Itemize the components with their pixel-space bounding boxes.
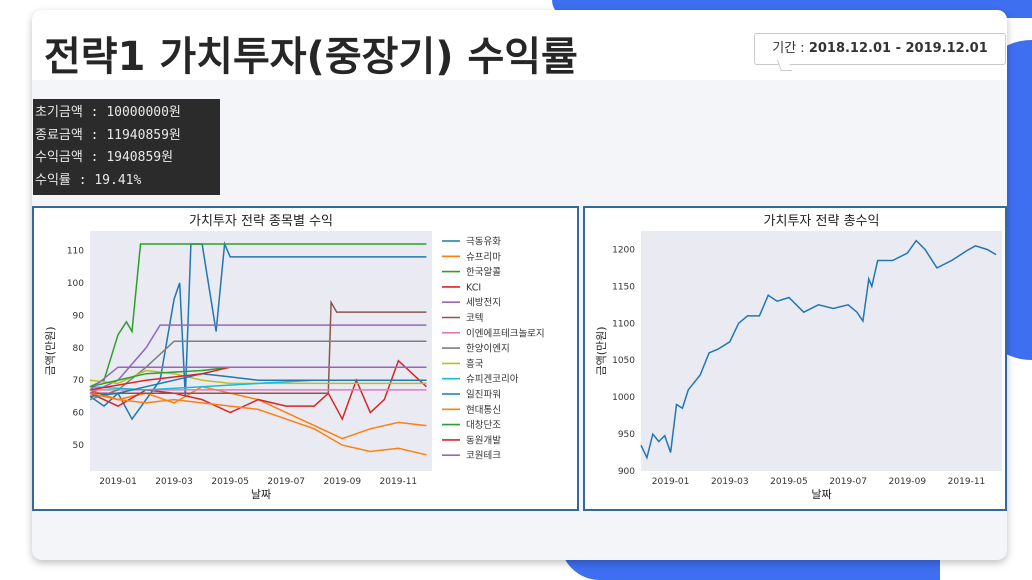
x-tick-label: 2019-11 [380, 477, 418, 487]
x-tick-label: 2019-03 [155, 477, 193, 487]
legend-label: 세방전지 [466, 298, 501, 309]
series-line [90, 299, 427, 394]
x-axis-label: 날짜 [811, 488, 831, 501]
chart-panel-stocks: 가치투자 전략 종목별 수익 50 60 70 80 90 100 110 2019-01 201… [32, 206, 579, 511]
y-tick-label: 60 [73, 409, 85, 419]
legend-label: 대창단조 [466, 420, 501, 431]
y-tick-label: 100 [67, 279, 84, 289]
series-line [640, 239, 997, 460]
x-tick-label: 2019-05 [770, 477, 808, 487]
console-line-final: 종료금액 : 11940859원 [35, 127, 181, 143]
chart-title: 가치투자 전략 총수익 [764, 214, 880, 229]
chart-title: 가치투자 전략 종목별 수익 [189, 214, 333, 229]
x-tick-label: 2019-07 [829, 477, 867, 487]
legend-label: 한양이엔지 [466, 344, 510, 355]
y-tick-label: 1100 [612, 319, 635, 329]
slide-header: 전략1 가치투자(중장기) 수익률 기간 : 2018.12.01 - 2019… [32, 10, 1007, 80]
series-line [89, 241, 427, 421]
legend-label: 코텍 [466, 313, 483, 324]
stock-returns-chart: 가치투자 전략 종목별 수익 50 60 70 80 90 100 110 2019-01 201… [44, 214, 545, 501]
x-tick-label: 2019-01 [99, 477, 137, 487]
period-callout: 기간 : 2018.12.01 - 2019.12.01 [754, 33, 1006, 65]
series-line [89, 372, 427, 398]
y-tick-label: 110 [67, 246, 84, 256]
series-line [89, 359, 427, 421]
page-title: 전략1 가치투자(중장기) 수익률 [44, 34, 578, 80]
x-tick-label: 2019-03 [711, 477, 749, 487]
legend-label: 슈피겐코리아 [466, 374, 519, 385]
y-axis-label: 금액(만원) [44, 326, 57, 375]
y-tick-label: 80 [73, 344, 85, 354]
legend-label: 이엔에프테크놀로지 [466, 328, 545, 339]
y-tick-label: 90 [73, 311, 85, 321]
total-return-chart: 가치투자 전략 총수익 900 950 1000 1050 1100 1150 1200 201… [595, 214, 1002, 501]
y-tick-label: 900 [618, 467, 635, 477]
x-axis-label: 날짜 [251, 488, 271, 501]
y-tick-label: 1000 [612, 393, 635, 403]
x-tick-label: 2019-11 [948, 477, 986, 487]
y-tick-label: 1200 [612, 245, 635, 255]
legend-label: 극동유화 [466, 237, 501, 248]
x-tick-label: 2019-01 [652, 477, 690, 487]
y-tick-label: 1050 [612, 356, 635, 366]
y-tick-label: 1150 [612, 282, 635, 292]
plot-area [90, 231, 432, 471]
series-line [89, 392, 427, 456]
legend-label: 일진파워 [466, 390, 501, 401]
legend-label: 동원개발 [466, 435, 501, 446]
legend-label: 슈프리마 [466, 252, 501, 263]
console-line-profit: 수익금액 : 1940859원 [35, 150, 174, 165]
console-line-initial: 초기금액 : 10000000원 [35, 105, 181, 120]
legend-label: 흥국 [466, 358, 484, 370]
plot-area [641, 231, 1002, 471]
console-line-return: 수익률 : 19.41% [35, 172, 142, 188]
series-line [89, 366, 427, 391]
x-tick-label: 2019-05 [211, 477, 249, 487]
y-tick-label: 950 [618, 430, 635, 440]
x-tick-label: 2019-07 [267, 477, 305, 487]
series-line [89, 243, 427, 388]
series-line [89, 369, 427, 385]
legend-label: KCI [466, 282, 481, 293]
y-tick-label: 50 [73, 441, 85, 451]
y-tick-label: 70 [73, 376, 85, 386]
legend-label: 현대통신 [466, 405, 501, 416]
x-tick-label: 2019-09 [323, 477, 361, 487]
period-label: 기간 : [772, 41, 809, 56]
period-value: 2018.12.01 - 2019.12.01 [808, 41, 988, 56]
chart-panel-total: 가치투자 전략 총수익 900 950 1000 1050 1100 1150 1200 201… [583, 206, 1007, 511]
x-tick-label: 2019-09 [889, 477, 927, 487]
y-axis-label: 금액(만원) [595, 326, 608, 375]
legend-label: 한국알콜 [466, 267, 501, 278]
series-line [89, 324, 427, 394]
result-console: 초기금액 : 10000000원 종료금액 : 11940859원 수익금액 :… [33, 99, 220, 195]
legend-label: 코원테크 [466, 451, 501, 462]
